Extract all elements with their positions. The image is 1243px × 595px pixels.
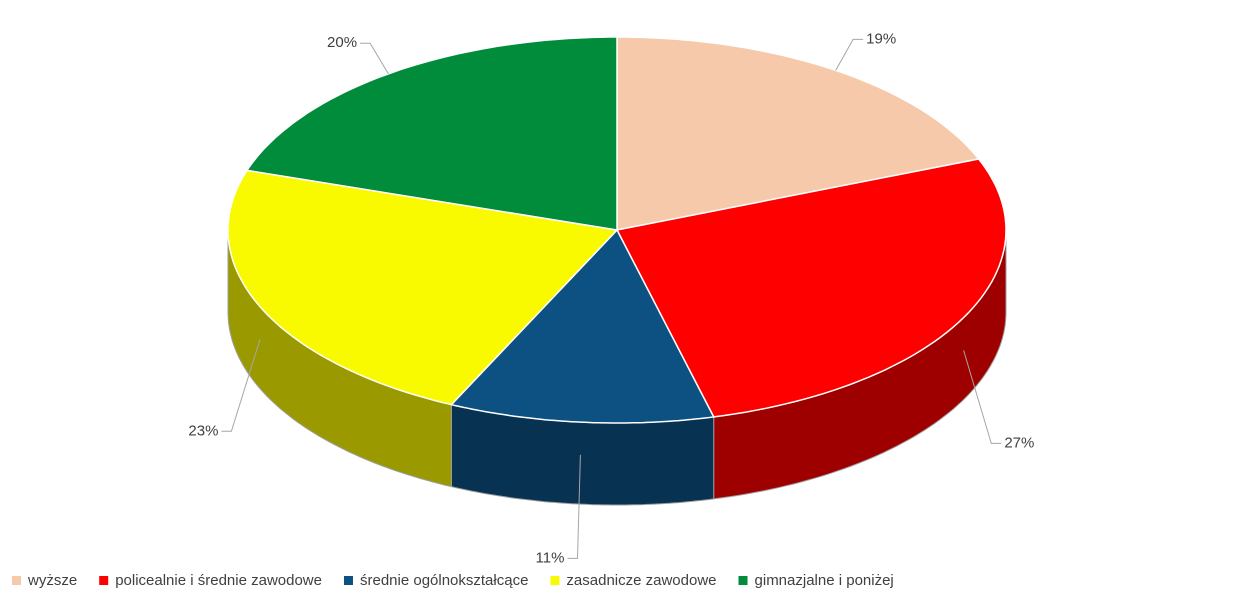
leader-line [835, 38, 864, 71]
data-label: 27% [1004, 434, 1034, 451]
slice [615, 158, 1007, 418]
data-label: 20% [327, 34, 357, 51]
legend-swatch [343, 576, 353, 585]
data-label: 23% [188, 422, 218, 439]
leader-line [567, 454, 581, 559]
legend-label: zasadnicze zawodowe [566, 572, 716, 589]
legend-swatch [738, 576, 748, 585]
legend-label: gimnazjalne i poniżej [755, 572, 894, 589]
legend-label: wyższe [27, 572, 77, 589]
data-label: 19% [866, 30, 896, 47]
leader-line [360, 42, 389, 75]
legend-swatch [99, 576, 109, 585]
legend-swatch [550, 576, 560, 585]
data-label: 11% [536, 549, 565, 566]
leader-line [221, 339, 261, 432]
legend-swatch [12, 576, 21, 585]
legend-label: średnie ogólnokształcące [360, 572, 528, 589]
slice [227, 169, 619, 406]
legend-label: policealnie i średnie zawodowe [115, 572, 322, 589]
leader-line [963, 350, 1002, 444]
slice [449, 228, 715, 424]
